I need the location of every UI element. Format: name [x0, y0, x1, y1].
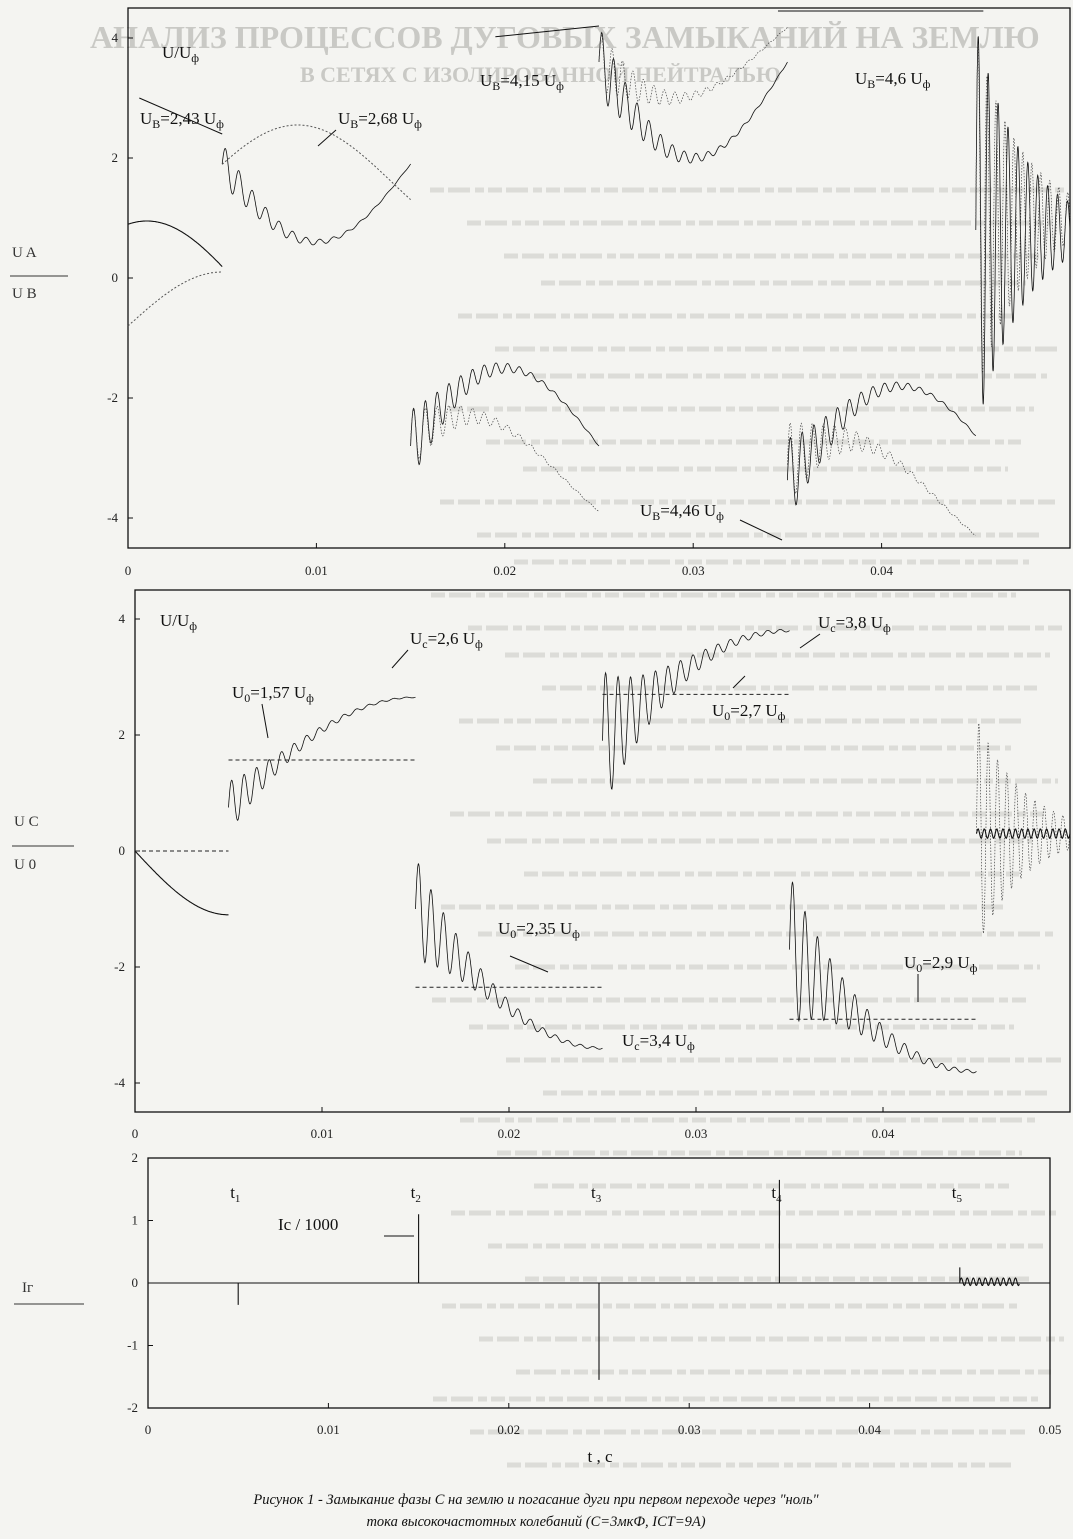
- side-labels: U A U B U C U 0 Iг: [10, 245, 84, 1305]
- middle-axis-title: U/Uф: [160, 611, 197, 633]
- annotation-leader: [799, 633, 821, 649]
- annotation-leader: [317, 129, 337, 147]
- y-tick-label: 4: [112, 30, 119, 45]
- series-ub-hf: [787, 422, 976, 536]
- series-uc-hf: [228, 696, 416, 821]
- y-tick-label: 4: [119, 611, 126, 626]
- ub-peak-line: [495, 25, 600, 38]
- x-tick-label: 0: [125, 563, 132, 578]
- series-ua: [127, 220, 223, 267]
- y-tick-label: 2: [119, 727, 126, 742]
- event-label: t5: [952, 1183, 963, 1205]
- y-tick-label: -4: [107, 510, 118, 525]
- annotation-leader: [391, 649, 409, 669]
- annotation-leader: [261, 703, 269, 739]
- chart-middle-uc-u0: 0 0.01 0.02 0.03 0.04 4 2 0 -2 -4 U/Uф: [114, 589, 1071, 1141]
- side-label-uc: U C: [14, 814, 39, 830]
- y-tick-label: -1: [127, 1338, 138, 1353]
- figure-caption: Рисунок 1 - Замыкание фазы С на землю и …: [252, 1492, 819, 1530]
- annotation-u0-235: U0=2,35 Uф: [498, 919, 580, 941]
- y-tick-label: 2: [112, 150, 119, 165]
- x-tick-label: 0.02: [493, 563, 516, 578]
- x-tick-label: 0.01: [311, 1126, 334, 1141]
- side-label-ub: U B: [12, 286, 37, 302]
- y-tick-label: 0: [119, 843, 126, 858]
- series-ub: [127, 271, 223, 327]
- annotation-u0-157: U0=1,57 Uф: [232, 683, 314, 705]
- x-tick-label: 0.02: [498, 1126, 521, 1141]
- annotation-ub-446: UB=4,46 Uф: [640, 501, 724, 523]
- top-axis-title: U/Uф: [162, 43, 199, 65]
- side-label-ua: U A: [12, 245, 37, 261]
- current-tail-oscillation: [959, 1277, 1020, 1287]
- series-ua-hf: [410, 362, 600, 466]
- y-tick-label: 0: [112, 270, 119, 285]
- annotation-ub-243: UB=2,43 Uф: [140, 109, 224, 131]
- bleed-through-text: АНАЛИЗ ПРОЦЕССОВ ДУГОВЫХ ЗАМЫКАНИЙ НА ЗЕ…: [90, 19, 1065, 1468]
- event-label: t4: [771, 1183, 782, 1205]
- annotation-uc-26: Uc=2,6 Uф: [410, 629, 483, 651]
- x-tick-label: 0.02: [497, 1422, 520, 1437]
- y-tick-label: 0: [132, 1275, 139, 1290]
- series-ua-hf: [598, 31, 788, 164]
- y-tick-label: 2: [132, 1150, 139, 1165]
- x-tick-label: 0.04: [870, 563, 893, 578]
- series-ua-hf: [221, 148, 411, 246]
- side-label-u0: U 0: [14, 857, 36, 873]
- series-uc: [134, 850, 229, 916]
- y-tick-label: -4: [114, 1075, 125, 1090]
- x-tick-label: 0.05: [1039, 1422, 1062, 1437]
- annotation-ub-46: UB=4,6 Uф: [855, 69, 931, 91]
- series-ub-hf: [975, 46, 1071, 375]
- annotation-u0-27: U0=2,7 Uф: [712, 701, 786, 723]
- x-tick-label: 0.03: [685, 1126, 708, 1141]
- caption-line-1: Рисунок 1 - Замыкание фазы С на землю и …: [252, 1492, 819, 1508]
- chart-middle-frame: [134, 589, 1071, 1113]
- x-tick-label: 0.03: [682, 563, 705, 578]
- x-tick-label: 0.04: [872, 1126, 895, 1141]
- series-ub-hf: [410, 405, 600, 512]
- bleed-header: АНАЛИЗ ПРОЦЕССОВ ДУГОВЫХ ЗАМЫКАНИЙ НА ЗЕ…: [90, 19, 1040, 55]
- caption-line-2: тока высокочастотных колебаний (С=3мкФ, …: [366, 1514, 705, 1530]
- x-axis-label: t , c: [587, 1447, 612, 1466]
- series-ub-dotted: [221, 124, 411, 200]
- annotation-leader: [739, 519, 783, 541]
- x-tick-label: 0.03: [678, 1422, 701, 1437]
- y-tick-label: 1: [132, 1213, 139, 1228]
- side-label-ig: Iг: [22, 1280, 33, 1296]
- event-label: t3: [591, 1183, 602, 1205]
- annotation-u0-29: U0=2,9 Uф: [904, 953, 978, 975]
- annotation-ub-415: UB=4,15 Uф: [480, 71, 564, 93]
- series-uc-hf: [602, 629, 790, 790]
- annotation-uc-34: Uc=3,4 Uф: [622, 1031, 695, 1053]
- ub-peak-line: [139, 97, 223, 135]
- y-tick-label: -2: [127, 1400, 138, 1415]
- y-tick-label: -2: [114, 959, 125, 974]
- y-tick-label: -2: [107, 390, 118, 405]
- series-uc-hf: [789, 881, 977, 1074]
- series-uc-hf: [976, 723, 1071, 934]
- chart-bottom-current: 0 0.01 0.02 0.03 0.04 0.05 2 1 0 -1 -2 t1 t2 t3 t4 t5 I…: [127, 1150, 1061, 1466]
- event-label: t2: [411, 1183, 421, 1205]
- annotation-leader: [732, 675, 746, 689]
- x-tick-label: 0.04: [858, 1422, 881, 1437]
- x-tick-label: 0: [132, 1126, 139, 1141]
- annotation-leader: [509, 955, 549, 973]
- bleed-subheader: В СЕТЯХ С ИЗОЛИРОВАННОЙ НЕЙТРАЛЬЮ: [300, 62, 781, 87]
- series-label-ic: Ic / 1000: [278, 1215, 338, 1234]
- series-uc-hf: [415, 863, 603, 1050]
- series-ub-hf: [598, 27, 788, 106]
- x-tick-label: 0: [145, 1422, 152, 1437]
- event-label: t1: [230, 1183, 240, 1205]
- x-tick-label: 0.01: [317, 1422, 340, 1437]
- series-ua-hf: [975, 36, 1071, 405]
- annotation-uc-38: Uc=3,8 Uф: [818, 613, 891, 635]
- chart-top-ua-ub: 0 0.01 0.02 0.03 0.04 4 2 0 -2 -4 U/Uф: [107, 7, 1071, 578]
- annotation-ub-268: UB=2,68 Uф: [338, 109, 422, 131]
- series-uc-tail: [975, 828, 1071, 840]
- x-tick-label: 0.01: [305, 563, 328, 578]
